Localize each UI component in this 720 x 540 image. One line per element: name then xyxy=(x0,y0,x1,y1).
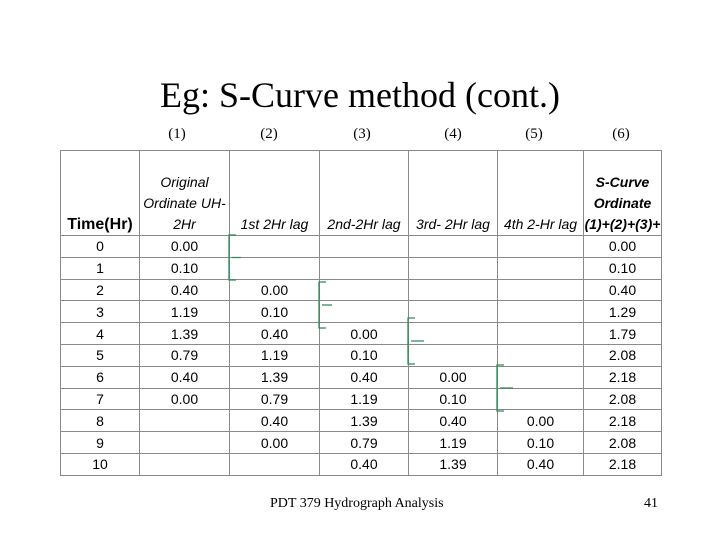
cell-s-curve: 2.08 xyxy=(583,431,662,454)
cell-lag2: 0.40 xyxy=(319,365,409,389)
table-row: 9 0.00 0.79 1.19 0.10 2.08 xyxy=(60,431,662,454)
cell-s-curve: 2.08 xyxy=(583,387,662,411)
column-number-4: (4) xyxy=(444,126,462,142)
cell-original: 0.00 xyxy=(139,235,230,258)
table-row: 3 1.19 0.10 1.29 xyxy=(60,300,662,324)
lag-bracket-3 xyxy=(407,317,424,365)
table-row: 7 0.00 0.79 1.19 0.10 2.08 xyxy=(60,387,662,411)
cell-lag2: 0.79 xyxy=(319,431,409,454)
column-number-1: (1) xyxy=(168,126,186,142)
table-row: 1 0.10 0.10 xyxy=(60,256,662,280)
cell-s-curve: 1.79 xyxy=(583,322,662,345)
column-number-2: (2) xyxy=(260,126,278,142)
cell-s-curve: 2.18 xyxy=(583,365,662,389)
slide-footer: PDT 379 Hydrograph Analysis xyxy=(270,496,444,511)
cell-lag1: 0.79 xyxy=(229,387,320,411)
cell-lag1: 1.19 xyxy=(229,343,320,367)
cell-lag4: 0.00 xyxy=(497,409,584,433)
cell-lag4: 0.40 xyxy=(497,452,584,476)
header-s-curve: S-Curve Ordinate (1)+(2)+(3)+ xyxy=(583,150,662,236)
cell-lag3: 1.39 xyxy=(408,452,498,476)
cell-lag2: 0.00 xyxy=(319,322,409,345)
s-curve-table: Time(Hr) Original Ordinate UH-2Hr 1st 2H… xyxy=(60,150,662,476)
header-original-ordinate: Original Ordinate UH-2Hr xyxy=(139,150,230,236)
cell-lag3: 1.19 xyxy=(408,431,498,454)
page-number: 41 xyxy=(644,496,658,511)
table-row: 5 0.79 1.19 0.10 2.08 xyxy=(60,343,662,367)
lag-bracket-2 xyxy=(318,281,332,329)
lag-bracket-4 xyxy=(496,364,513,412)
column-number-3: (3) xyxy=(353,126,371,142)
header-2nd-lag: 2nd-2Hr lag xyxy=(319,150,409,236)
slide-title: Eg: S-Curve method (cont.) xyxy=(160,75,560,115)
cell-lag2: 1.19 xyxy=(319,387,409,411)
table-row: 4 1.39 0.40 0.00 1.79 xyxy=(60,322,662,345)
column-number-5: (5) xyxy=(525,126,543,142)
cell-original: 1.19 xyxy=(139,300,230,324)
lag-bracket-1 xyxy=(228,234,241,281)
cell-lag1: 0.40 xyxy=(229,409,320,433)
cell-s-curve: 0.40 xyxy=(583,278,662,302)
cell-s-curve: 2.18 xyxy=(583,452,662,476)
table-row: 10 0.40 1.39 0.40 2.18 xyxy=(60,452,662,476)
table-header-row: Time(Hr) Original Ordinate UH-2Hr 1st 2H… xyxy=(60,150,662,236)
cell-lag1: 0.40 xyxy=(229,322,320,345)
cell-lag2: 0.40 xyxy=(319,452,409,476)
table-row: 0 0.00 0.00 xyxy=(60,235,662,258)
column-number-6: (6) xyxy=(612,126,630,142)
